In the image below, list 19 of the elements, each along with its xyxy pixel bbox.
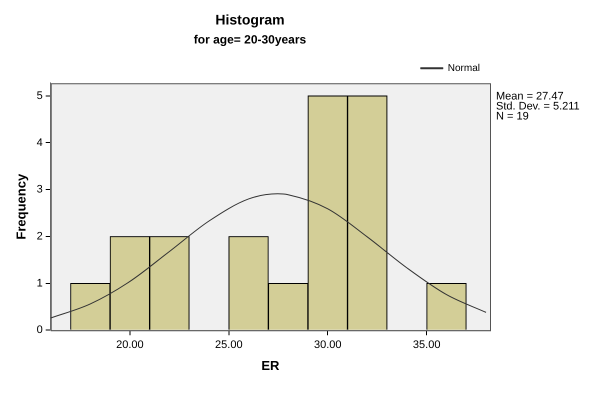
y-tick-label: 4: [36, 136, 43, 149]
text: Mean = 27.47: [496, 90, 564, 103]
legend-label: Normal: [448, 62, 480, 74]
y-tick-label: 3: [36, 184, 43, 196]
y-tick-label: 1: [36, 277, 43, 290]
y-tick-label: 5: [36, 90, 43, 102]
y-tick-label: 2: [36, 230, 43, 242]
line-series: [50, 193, 487, 319]
chart-subtitle: for age= 20-30years: [194, 32, 307, 46]
y-tick-label: 0: [36, 324, 43, 336]
text: Std. Dev. = 5.211: [496, 100, 580, 113]
x-axis-title: ER: [261, 358, 280, 373]
text: N = 19: [496, 110, 529, 123]
chart-title: Histogram: [215, 11, 285, 28]
x-tick-label: 35.00: [412, 338, 440, 351]
x-tick-label: 20.00: [116, 338, 144, 351]
y-axis-title: Frequency: [13, 173, 28, 240]
x-tick-label: 30.00: [314, 338, 342, 351]
x-tick-label: 25.00: [215, 338, 243, 351]
